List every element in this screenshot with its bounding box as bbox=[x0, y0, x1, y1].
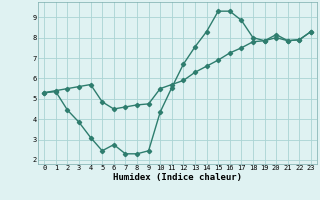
X-axis label: Humidex (Indice chaleur): Humidex (Indice chaleur) bbox=[113, 173, 242, 182]
